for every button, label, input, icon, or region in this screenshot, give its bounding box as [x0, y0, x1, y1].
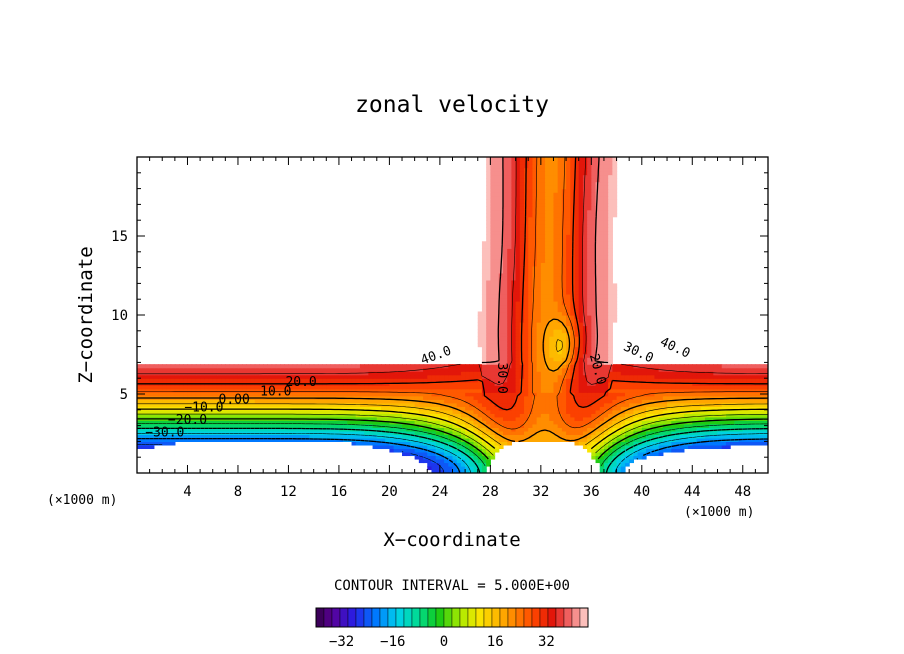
- contour-line: [137, 157, 768, 430]
- chart-title: zonal velocity: [355, 92, 549, 118]
- colorbar-swatch: [403, 607, 413, 628]
- x-tick-label: 48: [734, 484, 751, 500]
- x-tick-label: 12: [280, 484, 297, 500]
- contour-line: [137, 339, 768, 446]
- x-tick-label: 24: [431, 484, 448, 500]
- contour-lines: [137, 157, 768, 473]
- x-unit-label: (×1000 m): [47, 493, 117, 508]
- colorbar-swatch: [475, 607, 485, 628]
- colorbar-swatch: [435, 607, 445, 628]
- colorbar-swatch: [395, 607, 405, 628]
- colorbar-swatch: [347, 607, 357, 628]
- contour-line: [137, 408, 768, 450]
- contour-line: [137, 437, 768, 473]
- y-axis-label: Z−coordinate: [75, 246, 97, 383]
- contour-label: −20.0: [168, 413, 207, 428]
- contour-line: [137, 427, 768, 473]
- contour-label: 10.0: [260, 385, 291, 400]
- colorbar-tick-label: −16: [380, 634, 405, 650]
- y-tick-label: 15: [111, 229, 128, 245]
- colorbar-swatch: [323, 607, 333, 628]
- plot-area: [137, 157, 768, 473]
- colorbar-swatch: [387, 607, 397, 628]
- x-tick-label: 28: [482, 484, 499, 500]
- contour-line: [137, 413, 768, 456]
- colorbar-swatch: [331, 607, 341, 628]
- colorbar-swatch: [523, 607, 533, 628]
- colorbar-tick-label: 16: [487, 634, 504, 650]
- contour-line: [137, 418, 768, 460]
- z-unit-label: (×1000 m): [684, 505, 754, 520]
- colorbar-swatch: [443, 607, 453, 628]
- colorbar-swatch: [467, 607, 477, 628]
- colorbar-swatch: [339, 607, 349, 628]
- colorbar-swatch: [515, 607, 525, 628]
- colorbar-ticks: −32 −16 0 16 32: [329, 634, 555, 650]
- colorbar-frame: [315, 607, 589, 628]
- colorbar-swatch: [547, 607, 557, 628]
- colorbar-swatch: [379, 607, 389, 628]
- colorbar-tick-label: 32: [538, 634, 555, 650]
- contour-line: [137, 157, 768, 385]
- colorbar: [315, 607, 589, 628]
- contour-line: [137, 318, 768, 443]
- x-tick-label: 8: [234, 484, 242, 500]
- colorbar-swatch: [371, 607, 381, 628]
- y-tick-label: 10: [111, 308, 128, 324]
- colorbar-swatch: [531, 607, 541, 628]
- x-tick-label: 40: [633, 484, 650, 500]
- x-tick-label: 32: [532, 484, 549, 500]
- colorbar-swatch: [483, 607, 493, 628]
- x-tick-label: 20: [381, 484, 398, 500]
- colorbar-swatch: [539, 607, 549, 628]
- contour-line: [481, 157, 609, 364]
- colorbar-swatch: [555, 607, 565, 628]
- x-tick-label: 4: [183, 484, 191, 500]
- contour-line: [137, 423, 768, 467]
- x-tick-label: 16: [330, 484, 347, 500]
- colorbar-swatch: [459, 607, 469, 628]
- colorbar-swatch: [427, 607, 437, 628]
- colorbar-swatch: [411, 607, 421, 628]
- y-tick-label: 5: [120, 387, 128, 403]
- colorbar-swatch: [419, 607, 429, 628]
- colorbar-swatch: [571, 607, 581, 628]
- colorbar-swatch: [579, 607, 589, 628]
- x-axis-label: X−coordinate: [383, 529, 520, 551]
- contour-label: −30.0: [145, 426, 184, 441]
- contour-line: [137, 157, 768, 411]
- contour-label: 0.00: [219, 393, 250, 408]
- colorbar-swatch: [491, 607, 501, 628]
- contour-interval-text: CONTOUR INTERVAL = 5.000E+00: [334, 578, 570, 594]
- contour-label: 30.0: [494, 363, 509, 394]
- colorbar-swatch: [363, 607, 373, 628]
- x-tick-label: 44: [684, 484, 701, 500]
- colorbar-swatch: [451, 607, 461, 628]
- colorbar-tick-label: −32: [329, 634, 354, 650]
- colorbar-swatch: [499, 607, 509, 628]
- contour-label: −10.0: [184, 400, 223, 415]
- colorbar-swatch: [355, 607, 365, 628]
- colorbar-swatch: [563, 607, 573, 628]
- colorbar-swatch: [507, 607, 517, 628]
- colorbar-tick-label: 0: [440, 634, 448, 650]
- contour-label: 20.0: [285, 375, 316, 390]
- x-tick-label: 36: [583, 484, 600, 500]
- colorbar-swatch: [315, 607, 325, 628]
- contour-line: [137, 433, 768, 473]
